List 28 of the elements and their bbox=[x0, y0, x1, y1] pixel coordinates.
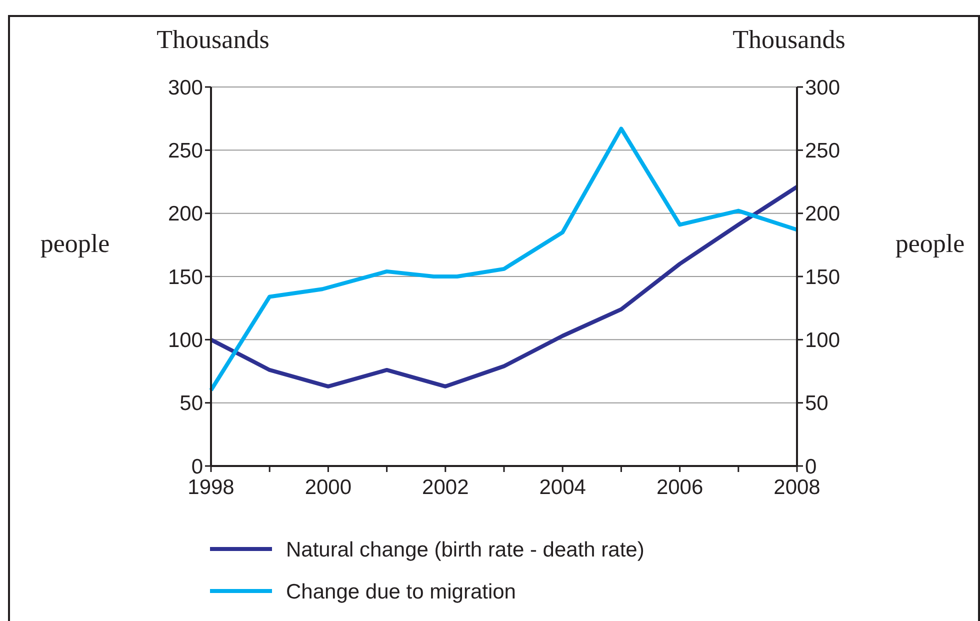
line-series bbox=[209, 184, 799, 388]
y-tick-label: 250 bbox=[168, 140, 203, 163]
y2-tick-label: 250 bbox=[805, 140, 840, 163]
y-axis-title: people bbox=[40, 229, 110, 258]
y-tick-label: 100 bbox=[168, 329, 203, 352]
x-tick-label: 2000 bbox=[304, 476, 352, 499]
x-tick-label: 2008 bbox=[774, 476, 820, 499]
y2-tick-label: 200 bbox=[805, 202, 840, 226]
x-tick-label: 1998 bbox=[188, 476, 234, 499]
y-tick-label: 300 bbox=[168, 76, 203, 100]
y-tick-label: 50 bbox=[180, 392, 203, 416]
y2-tick-label: 150 bbox=[805, 266, 840, 289]
y-tick-label: 150 bbox=[168, 266, 203, 289]
y-tick-label: 0 bbox=[191, 455, 203, 478]
x-tick-label: 2004 bbox=[539, 476, 586, 499]
y2-tick-label: 300 bbox=[805, 76, 840, 100]
y2-tick-label: 50 bbox=[805, 392, 828, 416]
legend-label: Change due to migration bbox=[286, 580, 516, 604]
line-series bbox=[209, 126, 799, 392]
y2-axis-title: people bbox=[895, 229, 965, 258]
text: Thousands bbox=[156, 25, 270, 54]
legend-label: Natural change (birth rate - death rate) bbox=[286, 538, 644, 562]
y2-tick-label: 0 bbox=[805, 455, 817, 478]
y-tick-label: 200 bbox=[168, 202, 203, 226]
x-tick-label: 2006 bbox=[656, 476, 704, 499]
text: Thousands bbox=[732, 25, 846, 54]
x-tick-label: 2002 bbox=[422, 476, 469, 499]
y2-tick-label: 100 bbox=[805, 329, 840, 352]
